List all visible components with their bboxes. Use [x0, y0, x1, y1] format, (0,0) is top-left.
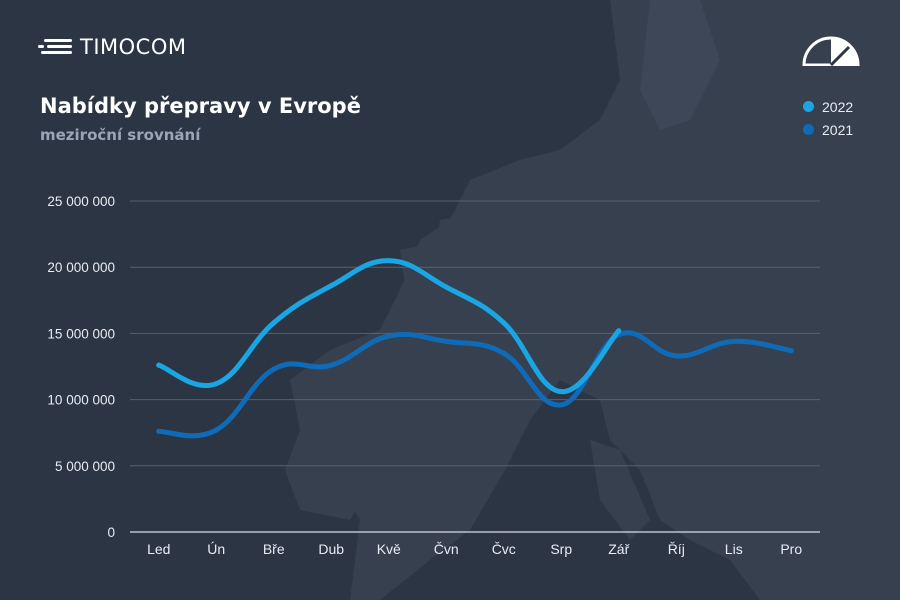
x-tick-label: Čvc [492, 541, 516, 557]
x-axis-tick-labels: Led Ún Bře Dub Kvě Čvn Čvc Srp Zář Říj Lis Pro [147, 541, 802, 557]
legend-label-2022: 2022 [822, 98, 854, 115]
x-tick-label: Říj [668, 541, 685, 557]
data-point-2022 [616, 328, 622, 334]
data-point-2022 [386, 258, 392, 264]
chart-title: Nabídky přepravy v Evropě [40, 94, 361, 118]
data-point-2021 [788, 348, 794, 354]
x-tick-label: Ún [207, 541, 225, 557]
legend-item-2022: 2022 [803, 95, 853, 118]
y-tick-label: 25 000 000 [47, 194, 115, 209]
x-tick-label: Srp [550, 541, 572, 557]
europe-map-background [285, 0, 900, 600]
y-tick-label: 10 000 000 [47, 393, 115, 408]
y-tick-label: 20 000 000 [47, 260, 115, 275]
legend-swatch-2022 [803, 101, 814, 112]
data-point-2022 [271, 320, 277, 326]
x-tick-label: Pro [780, 541, 802, 557]
data-point-2021 [443, 338, 449, 344]
x-tick-label: Zář [608, 541, 629, 557]
data-point-2021 [156, 428, 162, 434]
data-point-2021 [328, 362, 334, 368]
x-tick-label: Kvě [377, 541, 401, 557]
data-point-2021 [386, 333, 392, 339]
y-tick-label: 5 000 000 [55, 459, 115, 474]
x-tick-label: Lis [725, 541, 743, 557]
chart-subtitle: meziroční srovnání [40, 126, 201, 144]
x-tick-label: Dub [318, 541, 344, 557]
y-tick-label: 0 [107, 525, 115, 540]
data-point-2022 [328, 283, 334, 289]
x-tick-label: Led [147, 541, 170, 557]
data-point-2021 [558, 402, 564, 408]
chart-legend: 2022 2021 [803, 95, 853, 141]
x-tick-label: Čvn [434, 541, 459, 557]
x-tick-label: Bře [263, 541, 285, 557]
legend-swatch-2021 [803, 124, 814, 135]
series-lines [156, 258, 794, 439]
data-point-2022 [558, 389, 564, 395]
y-tick-label: 15 000 000 [47, 326, 115, 341]
y-axis-tick-labels: 0 5 000 000 10 000 000 15 000 000 20 000 000… [47, 194, 115, 540]
data-point-2021 [271, 366, 277, 372]
timocom-logo-icon [38, 37, 72, 57]
data-point-2021 [501, 350, 507, 356]
gauge-icon [802, 36, 860, 66]
data-point-2022 [443, 284, 449, 290]
timocom-logo: TIMOCOM [38, 34, 186, 60]
data-point-2022 [156, 362, 162, 368]
legend-label-2021: 2021 [822, 121, 854, 138]
legend-item-2021: 2021 [803, 118, 853, 141]
data-point-2022 [213, 381, 219, 387]
data-point-2022 [501, 320, 507, 326]
data-point-2021 [213, 427, 219, 433]
data-point-2021 [731, 338, 737, 344]
brand-name: TIMOCOM [80, 35, 187, 59]
data-point-2021 [673, 353, 679, 359]
